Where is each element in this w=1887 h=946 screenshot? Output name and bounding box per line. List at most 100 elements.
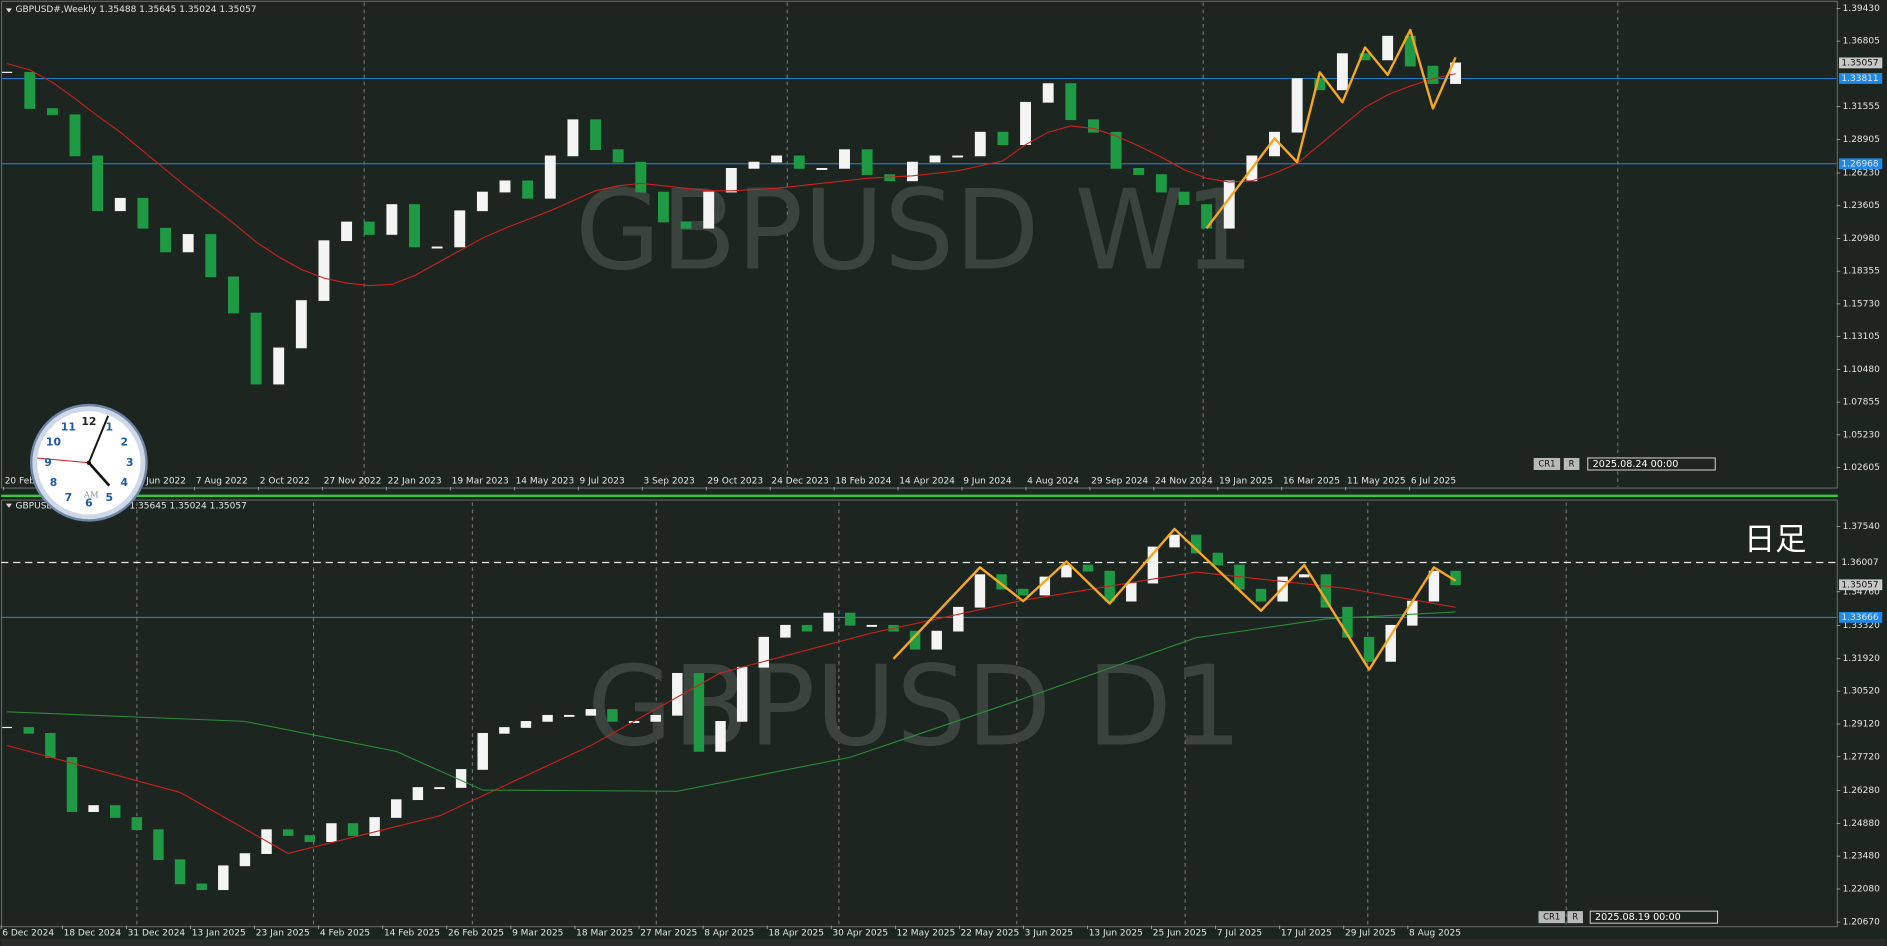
- x-tick-label: 24 Dec 2023: [771, 476, 829, 486]
- candle: [1017, 588, 1029, 596]
- x-tick-label: 27 Mar 2025: [640, 928, 697, 938]
- watermark: GBPUSD W1: [575, 166, 1254, 295]
- x-tick-label: 13 Jun 2025: [1089, 928, 1143, 938]
- candle: [1212, 552, 1223, 566]
- x-tick-label: 16 Mar 2025: [1283, 476, 1340, 486]
- chart-header: GBPUSD#,Daily 1.35488 1.35645 1.35024 1.…: [16, 502, 247, 512]
- candle: [866, 624, 878, 627]
- x-tick-label: 29 Jul 2025: [1345, 928, 1396, 938]
- chart-panel: GBPUSD W1 GBPUSD#,Weekly 1.35488 1.35645 …: [1, 4, 1883, 491]
- level-price-label: 1.36007: [1841, 558, 1878, 568]
- candle: [748, 161, 760, 169]
- candle: [736, 666, 748, 722]
- y-tick-label: 1.31555: [1843, 102, 1880, 112]
- x-tick-label: 7 Aug 2022: [196, 476, 248, 486]
- candle: [680, 221, 692, 229]
- x-tick-label: 22 May 2025: [961, 928, 1020, 938]
- candle: [845, 612, 856, 626]
- y-tick-label: 1.39430: [1843, 4, 1880, 14]
- candle: [1082, 564, 1094, 572]
- price-box: [1839, 57, 1883, 69]
- candle: [1126, 582, 1137, 602]
- candle: [499, 180, 511, 193]
- candle: [1450, 62, 1462, 84]
- candle: [153, 829, 164, 861]
- clock-numeral: 11: [61, 420, 76, 433]
- level-price-box: [1839, 73, 1883, 84]
- x-tick-label: 12 Jun 2022: [132, 476, 186, 486]
- candle: [326, 823, 337, 843]
- candle: [1169, 534, 1180, 548]
- candle: [196, 883, 207, 891]
- y-tick-label: 1.15730: [1843, 299, 1880, 309]
- x-tick-label: 3 Jun 2025: [1025, 928, 1073, 938]
- y-tick-label: 1.26280: [1843, 786, 1880, 796]
- candle: [131, 817, 143, 831]
- candle: [520, 721, 532, 728]
- candle: [160, 227, 171, 253]
- candle: [823, 612, 834, 632]
- candle: [1299, 574, 1310, 578]
- y-tick-label: 1.13105: [1843, 332, 1880, 342]
- clock-numeral: 2: [120, 435, 128, 448]
- candle: [585, 709, 597, 716]
- candle: [45, 732, 56, 758]
- x-tick-label: 3 Sep 2023: [643, 476, 694, 486]
- footer-tag-label: CR1: [1543, 912, 1560, 922]
- candle: [304, 835, 316, 843]
- x-tick-label: 20 Feb 2022: [5, 476, 61, 486]
- x-tick-label: 29 Oct 2023: [707, 476, 763, 486]
- y-tick-label: 1.10480: [1843, 365, 1880, 375]
- annotation: 日足: [1744, 522, 1807, 558]
- candle: [715, 721, 726, 752]
- x-tick-label: 4 Aug 2024: [1027, 476, 1079, 486]
- clock-numeral: 6: [85, 497, 93, 510]
- candle: [672, 672, 683, 716]
- candle: [931, 630, 942, 650]
- candle: [174, 859, 186, 885]
- price-label: 1.35057: [1841, 580, 1878, 590]
- y-tick-label: 1.34760: [1843, 587, 1880, 597]
- candle: [780, 624, 791, 638]
- clock-meridiem: AM: [83, 490, 99, 500]
- tab-bar: [1, 938, 1886, 946]
- candle: [801, 624, 813, 632]
- menu-arrow[interactable]: [5, 8, 12, 13]
- candle: [434, 787, 445, 790]
- x-tick-label: 18 Feb 2024: [835, 476, 891, 486]
- x-tick-label: 6 Dec 2024: [2, 928, 54, 938]
- candle: [363, 221, 375, 235]
- y-tick-label: 1.22080: [1843, 884, 1880, 894]
- level-price-box: [1839, 557, 1883, 568]
- x-tick-label: 2 Oct 2022: [260, 476, 310, 486]
- candle: [1320, 574, 1332, 608]
- minute-hand: [87, 415, 109, 464]
- candle: [227, 276, 239, 314]
- candle: [239, 853, 251, 867]
- candle: [1428, 570, 1440, 602]
- y-tick-label: 1.23605: [1843, 201, 1880, 211]
- watermark: GBPUSD D1: [587, 642, 1242, 771]
- x-tick-label: 12 May 2025: [897, 928, 956, 938]
- candle: [347, 823, 359, 836]
- moving-average: [6, 63, 1456, 287]
- x-tick-label: 6 Jul 2025: [1411, 476, 1456, 486]
- candle: [1133, 168, 1145, 175]
- candle: [295, 300, 307, 349]
- chart-header: GBPUSD#,Weekly 1.35488 1.35645 1.35024 1…: [16, 5, 257, 15]
- clock-numeral: 10: [46, 435, 61, 448]
- candle: [250, 312, 262, 385]
- candle: [1255, 588, 1267, 602]
- candle: [431, 246, 443, 249]
- moving-average: [7, 611, 1456, 792]
- clock-numeral: 4: [120, 476, 128, 489]
- candle: [1088, 119, 1099, 133]
- y-tick-label: 1.30520: [1843, 687, 1880, 697]
- candle: [109, 805, 121, 818]
- menu-arrow[interactable]: [5, 503, 12, 508]
- clock-numeral: 5: [106, 491, 114, 504]
- zigzag: [892, 527, 1457, 671]
- footer-date: 2025.08.24 00:00: [1593, 459, 1679, 470]
- level-price-label: 1.33811: [1841, 74, 1878, 84]
